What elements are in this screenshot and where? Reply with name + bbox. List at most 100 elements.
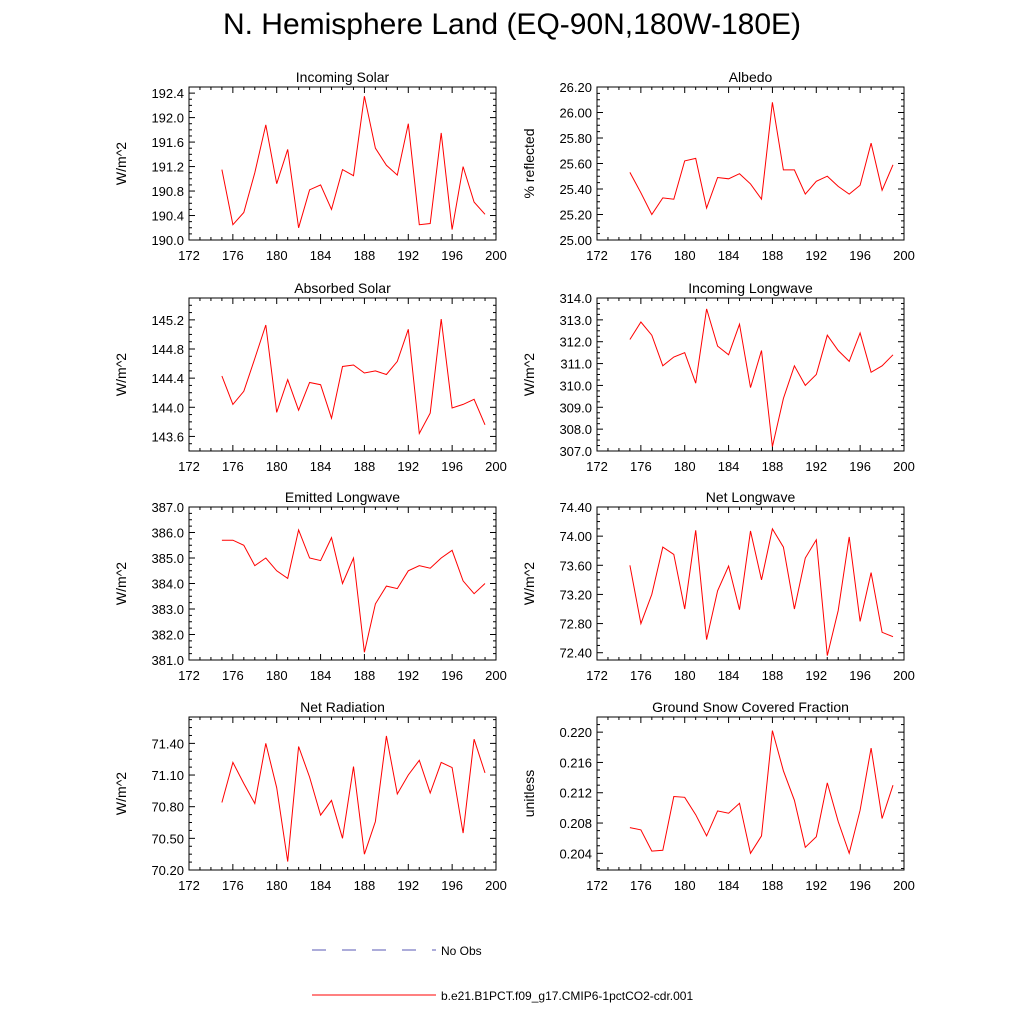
plot-frame [596,297,905,452]
x-tick-label: 196 [849,878,871,893]
series-line [221,319,486,436]
y-tick-label: 311.0 [560,357,592,372]
y-axis-label: W/m^2 [113,562,129,605]
y-tick-label: 191.6 [151,135,184,150]
y-tick-label: 384.0 [151,577,184,592]
y-tick-label: 71.40 [151,736,184,751]
panel-title: Incoming Solar [296,69,390,85]
y-axis-label: W/m^2 [521,562,537,605]
x-tick-label: 200 [485,459,507,474]
x-tick-label: 172 [178,878,200,893]
series-line [221,96,486,230]
x-tick-label: 188 [762,248,784,263]
y-tick-label: 191.2 [151,160,184,175]
x-tick-label: 192 [397,459,419,474]
x-tick-label: 176 [630,248,652,263]
y-tick-label: 382.0 [151,628,184,643]
series-line [221,528,486,653]
y-tick-label: 310.0 [559,378,592,393]
x-tick-label: 200 [893,668,915,683]
y-tick-label: 25.40 [559,182,592,197]
x-tick-label: 172 [178,459,200,474]
x-tick-label: 180 [674,459,696,474]
panel-2: 172 176 180 184 188 192 196 200 143.6 144.0 144.4 1… [113,280,507,474]
x-tick-label: 176 [222,878,244,893]
panel-5: 172 176 180 184 188 192 196 200 72.40 72.80 73.20 7… [521,489,915,683]
plot-frame [188,297,497,452]
x-tick-label: 180 [266,248,288,263]
series-line [629,527,894,656]
y-tick-label: 314.0 [559,291,592,306]
legend: No Obs b.e21.B1PCT.f09_g17.CMIP6-1pctCO2… [312,944,693,1003]
y-tick-label: 25.60 [559,157,592,172]
x-tick-label: 184 [718,668,740,683]
x-tick-label: 192 [397,668,419,683]
y-tick-label: 144.8 [151,342,184,357]
y-axis-label: W/m^2 [521,353,537,396]
y-tick-label: 192.0 [151,111,184,126]
x-tick-label: 196 [849,668,871,683]
x-tick-label: 200 [893,459,915,474]
y-tick-label: 0.204 [559,846,592,861]
x-tick-label: 180 [674,668,696,683]
series-line [629,730,894,856]
x-tick-label: 184 [310,248,332,263]
panel-title: Net Radiation [300,699,385,715]
panel-title: Net Longwave [706,489,796,505]
x-tick-label: 196 [441,248,463,263]
x-tick-label: 176 [630,459,652,474]
y-tick-label: 383.0 [151,602,184,617]
y-tick-label: 25.80 [559,131,592,146]
y-tick-label: 26.20 [559,80,592,95]
y-tick-label: 74.00 [559,529,592,544]
x-tick-label: 176 [222,668,244,683]
panel-title: Emitted Longwave [285,489,400,505]
y-tick-label: 74.40 [559,500,592,515]
plot-frame [596,506,905,661]
x-tick-label: 192 [805,668,827,683]
panel-1: 172 176 180 184 188 192 196 200 25.00 25.20 25.40 2… [521,69,915,263]
y-tick-label: 386.0 [151,526,184,541]
plot-frame [188,86,497,241]
y-tick-label: 192.4 [151,86,184,101]
x-tick-label: 184 [718,248,740,263]
x-tick-label: 188 [762,878,784,893]
x-tick-label: 180 [674,878,696,893]
x-tick-label: 180 [674,248,696,263]
x-tick-label: 192 [397,248,419,263]
y-axis-label: W/m^2 [113,772,129,815]
x-tick-label: 188 [354,878,376,893]
panel-4: 172 176 180 184 188 192 196 200 381.0 382.0 383.0 3… [113,489,507,683]
x-tick-label: 184 [310,459,332,474]
x-tick-label: 200 [485,878,507,893]
y-tick-label: 145.2 [151,313,184,328]
y-tick-label: 143.6 [151,429,184,444]
y-tick-label: 73.20 [559,587,592,602]
x-tick-label: 200 [485,248,507,263]
panel-3: 172 176 180 184 188 192 196 200 307.0 308.0 309.0 3… [521,280,915,474]
panel-7: 172 176 180 184 188 192 196 200 0.204 0.208 0.212 0… [521,699,915,893]
y-axis-label: % reflected [521,128,537,198]
x-tick-label: 172 [586,878,608,893]
panel-title: Ground Snow Covered Fraction [652,699,849,715]
y-tick-label: 72.80 [559,617,592,632]
y-tick-label: 26.00 [559,106,592,121]
series-line [629,308,894,447]
x-tick-label: 176 [630,668,652,683]
y-tick-label: 0.212 [559,786,592,801]
x-tick-label: 176 [222,248,244,263]
panel-title: Albedo [729,69,773,85]
x-tick-label: 192 [805,878,827,893]
y-tick-label: 70.20 [151,863,184,878]
x-tick-label: 188 [354,459,376,474]
plot-frame [188,716,497,871]
x-tick-label: 184 [310,668,332,683]
x-tick-label: 172 [178,248,200,263]
x-tick-label: 172 [586,248,608,263]
y-tick-label: 25.00 [559,233,592,248]
y-tick-label: 0.220 [559,725,592,740]
y-tick-label: 72.40 [559,646,592,661]
y-tick-label: 190.8 [151,184,184,199]
panel-title: Incoming Longwave [688,280,813,296]
y-tick-label: 312.0 [559,335,592,350]
